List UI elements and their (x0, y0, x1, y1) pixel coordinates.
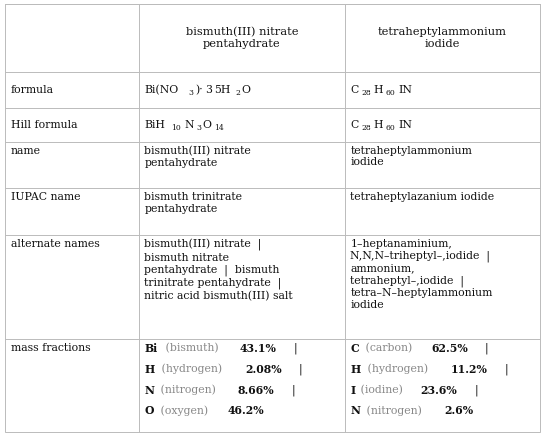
Text: 3: 3 (189, 89, 193, 97)
Text: N: N (184, 120, 193, 130)
Text: bismuth(III) nitrate
pentahydrate: bismuth(III) nitrate pentahydrate (144, 146, 251, 167)
Text: 23.6%: 23.6% (421, 385, 457, 395)
Text: bismuth(III) nitrate
pentahydrate: bismuth(III) nitrate pentahydrate (186, 27, 298, 49)
Text: 8.66%: 8.66% (238, 385, 275, 395)
Text: (oxygen): (oxygen) (156, 405, 211, 416)
Text: mass fractions: mass fractions (11, 343, 90, 353)
Text: O: O (241, 85, 250, 95)
Text: 60: 60 (386, 89, 396, 97)
Text: |: | (292, 364, 310, 375)
Text: H: H (374, 120, 383, 130)
Text: IUPAC name: IUPAC name (11, 192, 81, 202)
Text: (bismuth): (bismuth) (161, 343, 222, 353)
Text: IN: IN (398, 120, 413, 130)
Text: 11.2%: 11.2% (451, 364, 488, 375)
Text: |: | (479, 343, 496, 354)
Text: (iodine): (iodine) (357, 385, 407, 395)
Text: Hill formula: Hill formula (11, 120, 77, 130)
Text: H: H (350, 364, 361, 375)
Text: )·: )· (195, 85, 203, 95)
Text: 43.1%: 43.1% (239, 343, 276, 354)
Text: name: name (11, 146, 41, 156)
Text: |: | (468, 385, 486, 396)
Text: bismuth(III) nitrate  |
bismuth nitrate
pentahydrate  |  bismuth
trinitrate pent: bismuth(III) nitrate | bismuth nitrate p… (144, 239, 293, 301)
Text: (nitrogen): (nitrogen) (364, 405, 426, 416)
Text: tetraheptylazanium iodide: tetraheptylazanium iodide (350, 192, 494, 202)
Text: 5H: 5H (214, 85, 231, 95)
Text: |: | (287, 343, 304, 354)
Text: |: | (499, 364, 516, 375)
Text: 3: 3 (205, 85, 212, 95)
Text: 3: 3 (196, 124, 201, 133)
Text: (nitrogen): (nitrogen) (158, 385, 220, 395)
Text: 2.6%: 2.6% (444, 405, 473, 416)
Text: tetraheptylammonium
iodide: tetraheptylammonium iodide (378, 27, 507, 49)
Text: (carbon): (carbon) (362, 343, 415, 353)
Text: C: C (350, 120, 359, 130)
Text: |: | (285, 385, 302, 396)
Text: 60: 60 (386, 124, 396, 133)
Text: alternate names: alternate names (11, 239, 100, 249)
Text: 1–heptanaminium,
N,N,N–triheptyl–,iodide  |
ammonium,
tetraheptyl–,iodide  |
tet: 1–heptanaminium, N,N,N–triheptyl–,iodide… (350, 239, 493, 310)
Text: O: O (203, 120, 211, 130)
Text: C: C (350, 85, 359, 95)
Text: bismuth trinitrate
pentahydrate: bismuth trinitrate pentahydrate (144, 192, 243, 214)
Text: (hydrogen): (hydrogen) (364, 364, 431, 374)
Text: 14: 14 (214, 124, 224, 133)
Text: N: N (144, 385, 154, 395)
Text: tetraheptylammonium
iodide: tetraheptylammonium iodide (350, 146, 473, 167)
Text: Bi: Bi (144, 343, 158, 354)
Text: 62.5%: 62.5% (431, 343, 468, 354)
Text: IN: IN (398, 85, 413, 95)
Text: 10: 10 (171, 124, 181, 133)
Text: formula: formula (11, 85, 54, 95)
Text: 28: 28 (361, 89, 371, 97)
Text: I: I (350, 385, 355, 395)
Text: 28: 28 (361, 124, 371, 133)
Text: O: O (144, 405, 154, 416)
Text: Bi(NO: Bi(NO (144, 85, 179, 95)
Text: H: H (374, 85, 383, 95)
Text: N: N (350, 405, 360, 416)
Text: H: H (144, 364, 155, 375)
Text: 46.2%: 46.2% (227, 405, 264, 416)
Text: 2: 2 (235, 89, 240, 97)
Text: BiH: BiH (144, 120, 165, 130)
Text: (hydrogen): (hydrogen) (158, 364, 225, 374)
Text: C: C (350, 343, 359, 354)
Text: 2.08%: 2.08% (245, 364, 282, 375)
